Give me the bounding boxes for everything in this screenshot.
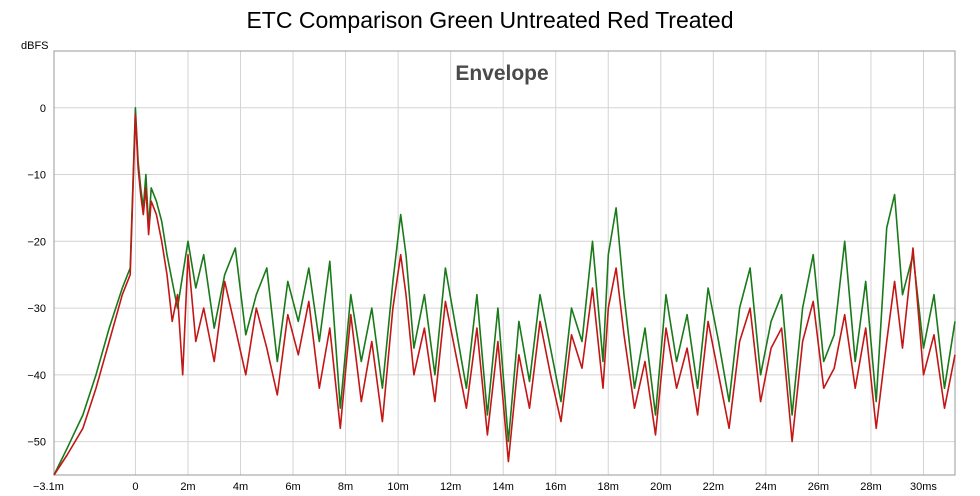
y-axis-ticks: 0 −10 −20 −30 −40 −50 — [27, 103, 46, 449]
plot-frame — [53, 50, 956, 476]
x-tick-label: 12m — [440, 481, 461, 493]
x-tick-label: 26m — [808, 481, 829, 493]
x-tick-label: 18m — [598, 481, 619, 493]
chart-subtitle: Envelope — [455, 62, 548, 85]
x-tick-label: 28m — [860, 481, 881, 493]
x-tick-label: 8m — [338, 481, 353, 493]
x-tick-label: 24m — [755, 481, 776, 493]
series-group — [53, 107, 956, 476]
x-tick-label: 0 — [132, 481, 138, 493]
x-tick-label: 10m — [387, 481, 408, 493]
y-tick-label: 0 — [40, 103, 46, 115]
x-tick-label: 14m — [492, 481, 513, 493]
x-tick-label: 16m — [545, 481, 566, 493]
series-line-1 — [53, 107, 956, 476]
x-axis-ticks: −3.1m 0 2m 4m 6m 8m 10m 12m 14m 16m 18m 20m 22m 24m 26… — [33, 481, 937, 493]
x-tick-label: 20m — [650, 481, 671, 493]
y-tick-label: −10 — [27, 170, 46, 182]
grid-lines — [54, 51, 955, 475]
x-tick-label: 6m — [285, 481, 300, 493]
y-tick-label: −30 — [27, 303, 46, 315]
y-tick-label: −50 — [27, 437, 46, 449]
y-tick-label: −40 — [27, 370, 46, 382]
x-tick-label: 2m — [180, 481, 195, 493]
x-tick-label: 4m — [233, 481, 248, 493]
y-tick-label: −20 — [27, 236, 46, 248]
chart-title: ETC Comparison Green Untreated Red Treat… — [246, 7, 733, 33]
x-tick-label: −3.1m — [33, 481, 64, 493]
y-axis-unit: dBFS — [21, 40, 49, 52]
x-tick-label: 22m — [703, 481, 724, 493]
series-line-2 — [53, 113, 956, 476]
x-tick-label: 30ms — [910, 481, 937, 493]
